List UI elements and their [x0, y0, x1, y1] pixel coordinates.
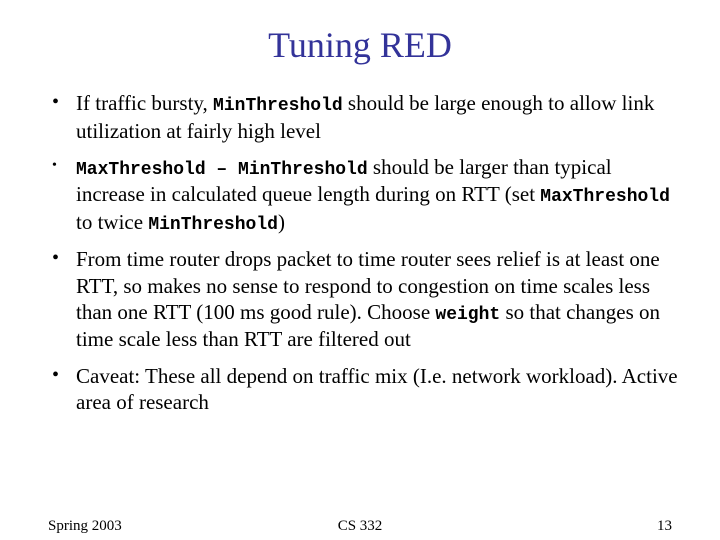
footer-course: CS 332	[48, 518, 672, 535]
slide-title: Tuning RED	[0, 24, 720, 66]
code-max-minus-min: MaxThreshold – MinThreshold	[76, 160, 368, 180]
bullet-text: )	[278, 210, 285, 234]
bullet-text: Caveat: These all depend on traffic mix …	[76, 364, 678, 414]
code-maxthreshold: MaxThreshold	[540, 187, 670, 207]
code-weight: weight	[435, 305, 500, 325]
bullet-item: Caveat: These all depend on traffic mix …	[48, 363, 680, 416]
bullet-item: MaxThreshold – MinThreshold should be la…	[48, 154, 680, 237]
footer-page-number: 13	[657, 518, 672, 535]
bullet-text: If traffic bursty,	[76, 91, 213, 115]
slide-body: If traffic bursty, MinThreshold should b…	[48, 90, 680, 425]
bullet-item: If traffic bursty, MinThreshold should b…	[48, 90, 680, 144]
bullet-text: to twice	[76, 210, 148, 234]
code-minthreshold: MinThreshold	[148, 215, 278, 235]
slide: Tuning RED If traffic bursty, MinThresho…	[0, 0, 720, 540]
bullet-list: If traffic bursty, MinThreshold should b…	[48, 90, 680, 415]
bullet-item: From time router drops packet to time ro…	[48, 246, 680, 352]
code-minthreshold: MinThreshold	[213, 96, 343, 116]
